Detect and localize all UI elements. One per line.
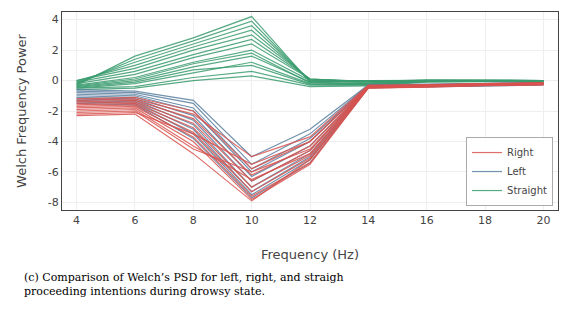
svg-text:-6: -6 <box>48 166 59 179</box>
svg-text:18: 18 <box>478 214 492 227</box>
svg-text:Left: Left <box>507 166 526 177</box>
svg-text:4: 4 <box>52 13 59 26</box>
svg-text:6: 6 <box>131 214 138 227</box>
svg-text:8: 8 <box>190 214 197 227</box>
svg-text:(c) Comparison of Welch’s PSD: (c) Comparison of Welch’s PSD for left, … <box>24 271 344 298</box>
svg-text:20: 20 <box>536 214 550 227</box>
svg-text:2: 2 <box>52 44 59 57</box>
svg-text:Straight: Straight <box>507 185 547 196</box>
svg-text:14: 14 <box>361 214 375 227</box>
svg-text:-8: -8 <box>48 196 59 209</box>
svg-text:-4: -4 <box>48 135 59 148</box>
svg-text:4: 4 <box>73 214 80 227</box>
svg-text:Frequency (Hz): Frequency (Hz) <box>261 247 359 262</box>
svg-text:16: 16 <box>420 214 434 227</box>
svg-text:Right: Right <box>507 147 533 158</box>
svg-text:0: 0 <box>52 74 59 87</box>
svg-text:-2: -2 <box>48 105 59 118</box>
svg-text:Welch Frequency Power: Welch Frequency Power <box>14 33 29 187</box>
svg-text:10: 10 <box>245 214 259 227</box>
svg-text:12: 12 <box>303 214 317 227</box>
